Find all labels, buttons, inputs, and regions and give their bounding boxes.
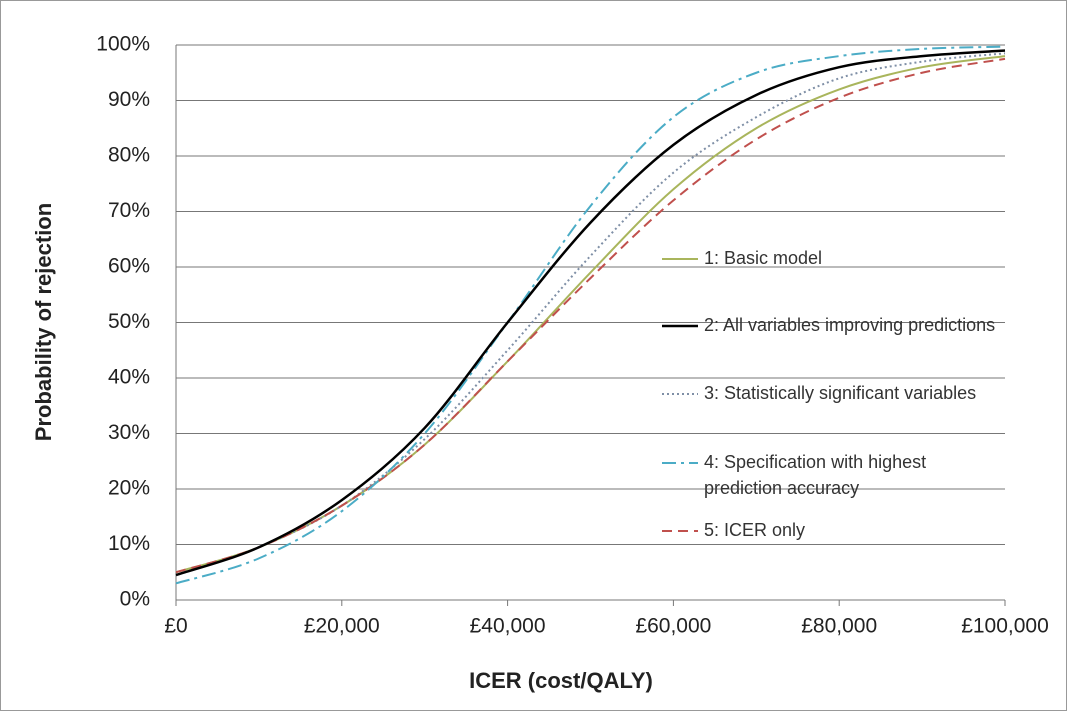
y-tick-label: 10% [108,532,150,555]
series-line [175,45,1006,585]
legend-label: 1: Basic model [704,248,823,268]
y-tick-label: 90% [108,88,150,111]
legend-swatch [662,462,698,464]
x-tick-label: £100,000 [961,615,1049,638]
x-tick-label: £20,000 [304,615,380,638]
y-tick-label: 40% [108,366,150,389]
y-tick-label: 20% [108,477,150,500]
legend-swatch [662,258,698,260]
y-tick-label: 70% [108,199,150,222]
legend-label: 4: Specification with highest prediction… [704,452,927,498]
legend-entry: 1: Basic model [662,245,1004,271]
legend-entry: 4: Specification with highest prediction… [662,449,1004,501]
y-tick-label: 30% [108,421,150,444]
legend-label: 3: Statistically significant variables [704,383,977,403]
x-tick-label: £40,000 [470,615,546,638]
legend-swatch [662,324,698,328]
legend-swatch [662,393,698,395]
y-tick-label: 60% [108,255,150,278]
y-tick-label: 50% [108,310,150,333]
x-tick-label: £80,000 [801,615,877,638]
legend-swatch [662,530,698,532]
x-tick-label: £0 [164,615,187,638]
series-line [175,57,1006,574]
y-tick-label: 0% [120,588,150,611]
y-axis-title: Probability of rejection [31,203,56,441]
x-tick-label: £60,000 [635,615,711,638]
legend-label: 5: ICER only [704,520,806,540]
legend-entry: 2: All variables improving predictions [662,312,1004,338]
y-tick-label: 100% [96,33,150,56]
legend-label: 2: All variables improving predictions [704,315,996,335]
legend-entry: 3: Statistically significant variables [662,380,1004,406]
x-axis-title: ICER (cost/QALY) [469,668,653,693]
series-line [175,49,1006,577]
legend-entry: 5: ICER only [662,517,1004,543]
y-tick-label: 80% [108,144,150,167]
